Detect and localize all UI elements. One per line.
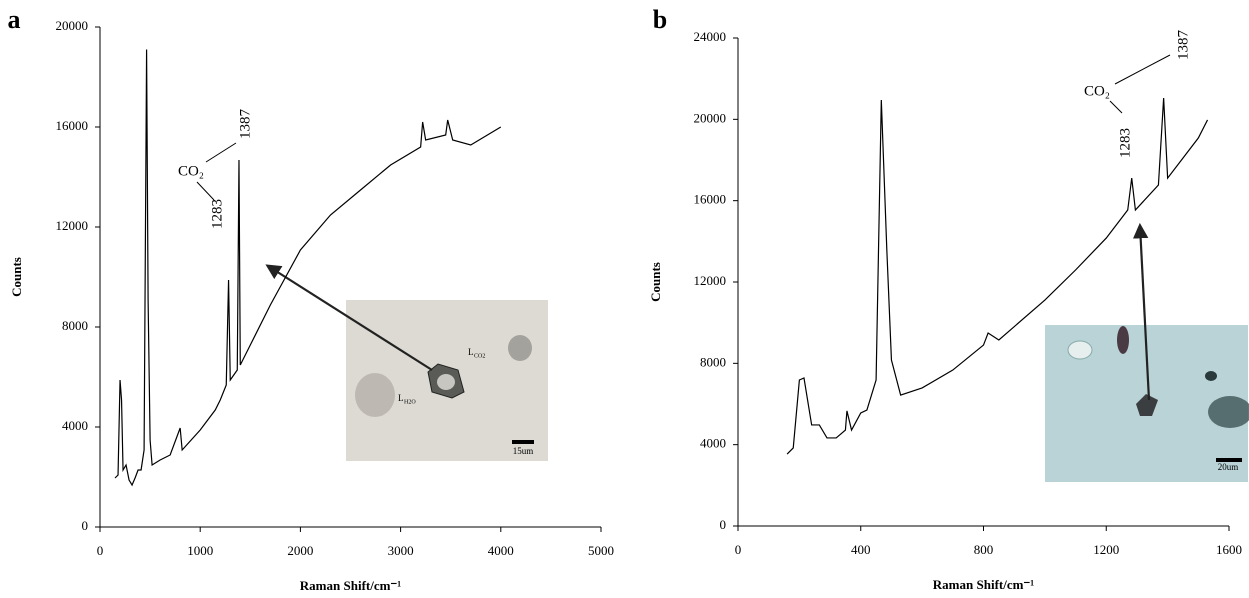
- panel-label: a: [8, 5, 21, 34]
- y-tick-label: 16000: [56, 118, 89, 133]
- panel-label: b: [653, 5, 667, 34]
- y-tick-label: 0: [82, 518, 89, 533]
- x-tick-label: 400: [851, 542, 871, 557]
- inset-a: [346, 300, 548, 461]
- x-tick-label: 1000: [187, 543, 213, 558]
- arrow: [1132, 222, 1151, 401]
- inset-label-sub: CO2: [474, 353, 485, 359]
- y-tick-label: 20000: [56, 18, 89, 33]
- inset-label: L: [398, 393, 404, 403]
- annotation: 1387: [1175, 30, 1191, 61]
- y-tick-label: 4000: [700, 436, 726, 451]
- spectrum-line: [114, 49, 502, 487]
- scale-label: 20um: [1218, 462, 1239, 472]
- x-tick-label: 2000: [287, 543, 313, 558]
- y-tick-label: 4000: [62, 418, 88, 433]
- x-tick-label: 1600: [1216, 542, 1242, 557]
- annotation: CO₂: [178, 163, 204, 179]
- y-tick-label: 12000: [694, 273, 727, 288]
- x-tick-label: 800: [974, 542, 994, 557]
- inset-label: L: [468, 347, 474, 357]
- leader-line: [205, 142, 237, 163]
- x-tick-label: 4000: [488, 543, 514, 558]
- y-tick-label: 12000: [56, 218, 89, 233]
- annotation: 1387: [237, 109, 253, 140]
- y-tick-label: 16000: [694, 192, 727, 207]
- y-tick-label: 24000: [694, 29, 727, 44]
- x-tick-label: 1200: [1093, 542, 1119, 557]
- y-tick-label: 8000: [62, 318, 88, 333]
- annotation: CO₂: [1084, 83, 1110, 99]
- y-tick-label: 0: [720, 517, 727, 532]
- spectrum-line: [786, 97, 1209, 455]
- y-axis-title: Counts: [648, 262, 663, 302]
- x-tick-label: 3000: [388, 543, 414, 558]
- leader-line: [1114, 54, 1171, 85]
- y-axis-title: Counts: [9, 257, 24, 297]
- x-axis-title: Raman Shift/cm⁻¹: [933, 577, 1035, 592]
- x-tick-label: 5000: [588, 543, 614, 558]
- x-axis-title: Raman Shift/cm⁻¹: [300, 578, 402, 593]
- x-tick-label: 0: [97, 543, 104, 558]
- inset-label-sub: H2O: [404, 399, 416, 405]
- leader-line: [196, 181, 215, 201]
- annotation: 1283: [209, 199, 225, 229]
- x-tick-label: 0: [735, 542, 742, 557]
- annotation: 1283: [1117, 128, 1133, 158]
- y-tick-label: 8000: [700, 354, 726, 369]
- arrow: [265, 264, 433, 371]
- scale-label: 15um: [513, 446, 534, 456]
- y-tick-label: 20000: [694, 110, 727, 125]
- leader-line: [1109, 100, 1123, 114]
